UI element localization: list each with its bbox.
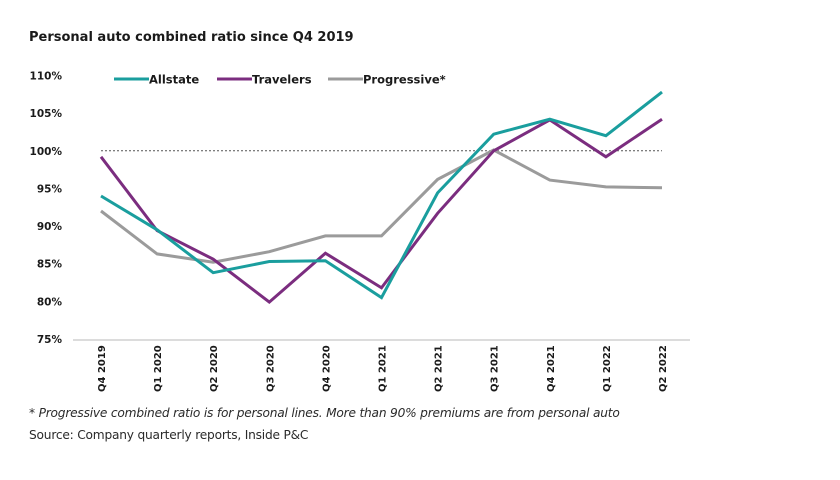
y-axis: 75% 80% 85% 90% 95% 100% 105% 110% (30, 71, 63, 347)
y-tick-label: 75% (37, 334, 63, 346)
series-line-travelers (99, 117, 663, 305)
footnote: * Progressive combined ratio is for pers… (29, 406, 620, 420)
source-note: Source: Company quarterly reports, Insid… (29, 428, 309, 442)
x-tick-label: Q4 2019 (97, 345, 108, 392)
y-tick-label: 110% (30, 71, 63, 83)
y-tick-label: 80% (37, 296, 63, 308)
x-tick-label: Q2 2020 (209, 345, 220, 392)
series-line-allstate (100, 90, 663, 300)
y-tick-label: 100% (30, 146, 63, 158)
x-tick-label: Q2 2021 (434, 345, 445, 392)
legend-item-progressive: Progressive* (328, 73, 446, 87)
y-tick-label: 95% (37, 183, 63, 195)
x-tick-label: Q3 2020 (265, 345, 276, 392)
legend: Allstate Travelers Progressive* (114, 73, 446, 87)
legend-label: Travelers (252, 73, 312, 87)
x-tick-label: Q1 2021 (378, 345, 389, 392)
x-tick-label: Q3 2021 (490, 345, 501, 392)
x-tick-label: Q1 2020 (153, 345, 164, 392)
chart-title: Personal auto combined ratio since Q4 20… (29, 30, 354, 45)
y-tick-label: 90% (37, 221, 63, 233)
y-tick-label: 85% (37, 259, 63, 271)
x-tick-label: Q4 2021 (546, 345, 557, 392)
x-axis: Q4 2019 Q1 2020 Q2 2020 Q3 2020 Q4 2020 Q1 20… (97, 345, 669, 392)
legend-label: Progressive* (363, 73, 446, 87)
y-tick-label: 105% (30, 108, 63, 120)
x-tick-label: Q2 2022 (658, 345, 669, 392)
line-chart: Personal auto combined ratio since Q4 20… (29, 30, 690, 392)
series-group (99, 90, 663, 305)
legend-item-allstate: Allstate (114, 73, 199, 87)
x-tick-label: Q4 2020 (321, 345, 332, 392)
legend-item-travelers: Travelers (217, 73, 312, 87)
legend-label: Allstate (149, 73, 199, 87)
x-tick-label: Q1 2022 (602, 345, 613, 392)
